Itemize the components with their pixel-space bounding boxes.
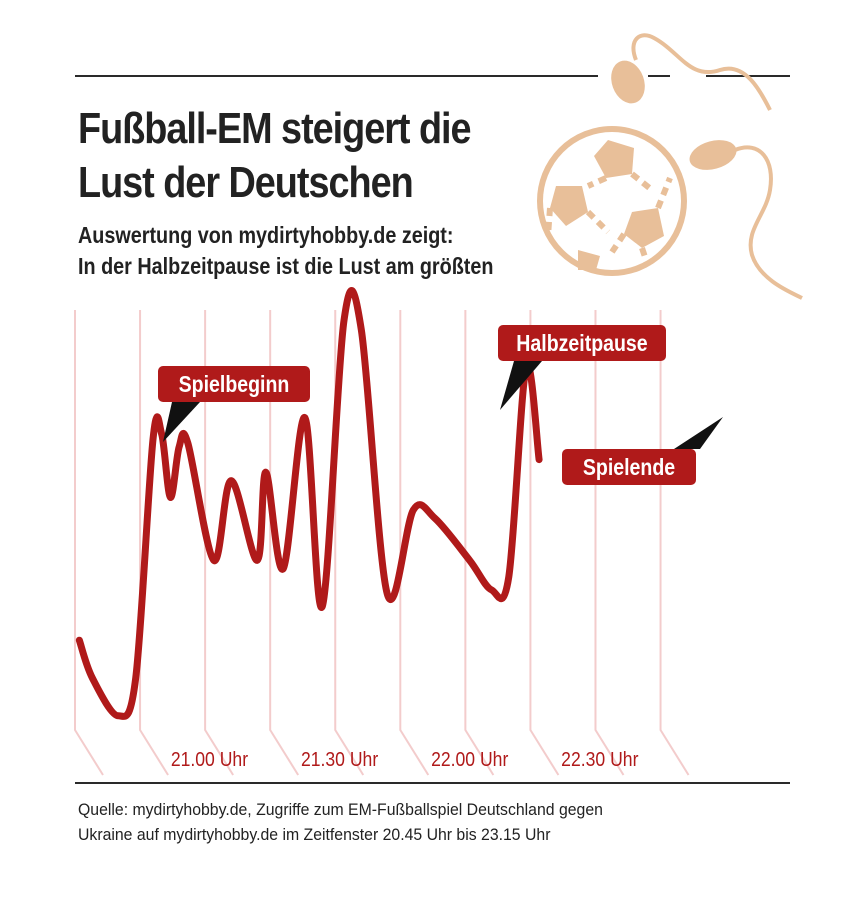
grid-line bbox=[464, 310, 495, 776]
annotation-label: Spielbeginn bbox=[179, 372, 290, 398]
x-axis-rule bbox=[75, 782, 790, 784]
top-rule-segment bbox=[648, 75, 670, 77]
annotation-label: Spielende bbox=[583, 455, 675, 481]
grid-line bbox=[204, 310, 234, 776]
page-title: Fußball-EM steigert die Lust der Deutsch… bbox=[78, 102, 525, 210]
x-tick-label: 21.00 Uhr bbox=[171, 748, 248, 770]
grid-line bbox=[594, 310, 625, 776]
annotation-callout: Spielende bbox=[562, 417, 723, 485]
source-line-2: Ukraine auf mydirtyhobby.de im Zeitfenst… bbox=[78, 825, 551, 844]
title-line-1: Fußball-EM steigert die bbox=[78, 104, 472, 153]
grid-line bbox=[139, 310, 169, 776]
x-tick-label: 22.30 Uhr bbox=[561, 748, 638, 770]
series-line-zugriffe bbox=[75, 287, 543, 720]
football-icon bbox=[537, 126, 687, 276]
series-layer bbox=[75, 287, 543, 720]
sperm-icon bbox=[611, 33, 772, 111]
callout-box bbox=[562, 449, 696, 485]
grid-line bbox=[659, 310, 690, 776]
sperm-icon bbox=[689, 140, 803, 300]
source-note: Quelle: mydirtyhobby.de, Zugriffe zum EM… bbox=[78, 797, 748, 847]
title-line-2: Lust der Deutschen bbox=[78, 158, 414, 207]
callout-pointer bbox=[674, 417, 723, 449]
grid-line bbox=[399, 310, 430, 776]
callout-pointer bbox=[500, 361, 542, 410]
source-line-1: Quelle: mydirtyhobby.de, Zugriffe zum EM… bbox=[78, 800, 603, 819]
x-tick-labels: 21.00 Uhr 21.30 Uhr 22.00 Uhr 22.30 Uhr bbox=[171, 748, 639, 770]
x-tick-label: 22.00 Uhr bbox=[431, 748, 508, 770]
subtitle-line-1: Auswertung von mydirtyhobby.de zeigt: bbox=[78, 222, 454, 248]
annotation-label: Halbzeitpause bbox=[516, 331, 647, 357]
football-sperm-illustration bbox=[537, 33, 803, 300]
callout-pointer bbox=[163, 402, 200, 442]
callout-box bbox=[498, 325, 666, 361]
grid-lines bbox=[74, 310, 690, 776]
grid-line bbox=[74, 310, 104, 776]
subtitle: Auswertung von mydirtyhobby.de zeigt: In… bbox=[78, 220, 493, 282]
top-rule bbox=[75, 75, 598, 77]
grid-line bbox=[529, 310, 560, 776]
grid-line bbox=[269, 310, 300, 776]
callout-box bbox=[158, 366, 310, 402]
annotations: Spielbeginn Halbzeitpause Spielende bbox=[158, 325, 723, 485]
annotation-callout: Halbzeitpause bbox=[498, 325, 666, 410]
x-tick-label: 21.30 Uhr bbox=[301, 748, 378, 770]
subtitle-line-2: In der Halbzeitpause ist die Lust am grö… bbox=[78, 253, 494, 279]
annotation-callout: Spielbeginn bbox=[158, 366, 310, 442]
